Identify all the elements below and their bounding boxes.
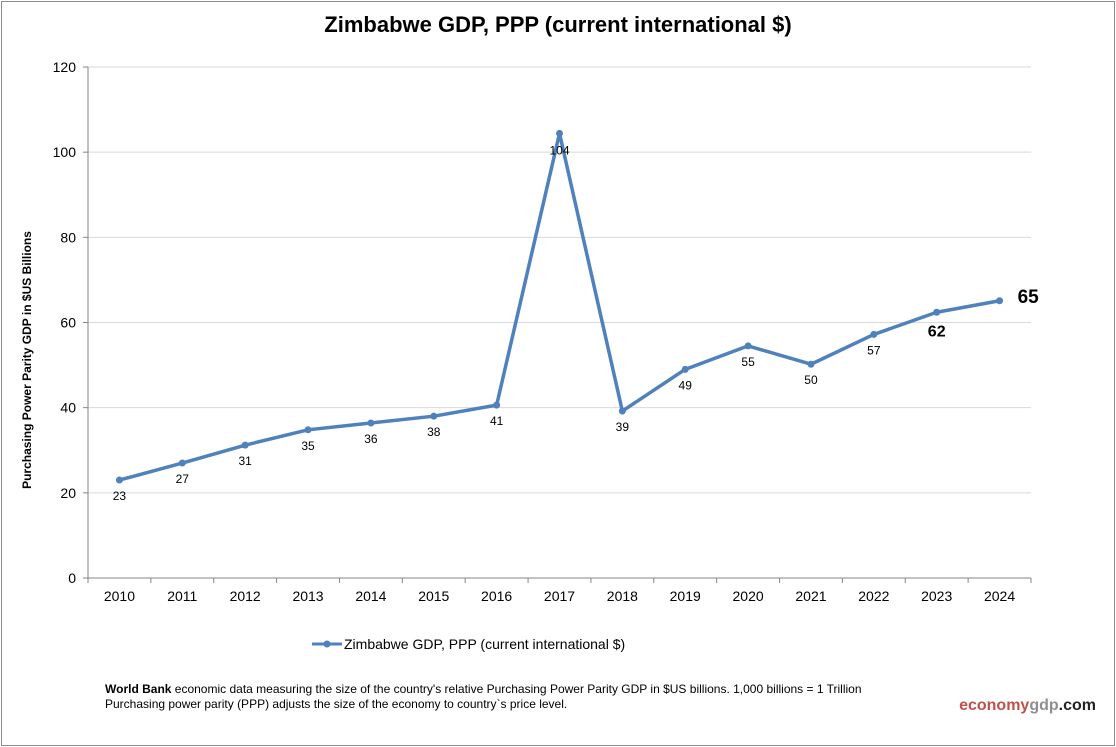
brand-logo[interactable]: economygdp.com: [959, 697, 1096, 715]
data-point: [115, 476, 123, 484]
brand-part-2: gdp: [1029, 697, 1059, 714]
data-label: 27: [176, 472, 190, 486]
y-tick-label: 120: [53, 59, 77, 75]
series-line: [118, 131, 1000, 482]
data-label: 55: [741, 355, 755, 369]
y-tick-label: 80: [60, 229, 76, 245]
footer-line-1: economic data measuring the size of the …: [171, 682, 862, 696]
x-tick-label: 2020: [733, 588, 764, 604]
x-tick-label: 2023: [921, 588, 952, 604]
data-point: [870, 330, 878, 338]
data-label: 104: [549, 143, 569, 157]
footer-line-2: Purchasing power parity (PPP) adjusts th…: [105, 697, 568, 711]
x-tick-label: 2012: [230, 588, 261, 604]
data-label: 65: [1018, 287, 1040, 308]
footer-note: World Bank economic data measuring the s…: [105, 682, 862, 712]
y-tick-label: 0: [68, 570, 76, 586]
data-point: [430, 412, 438, 420]
data-point: [367, 419, 375, 427]
data-point: [304, 426, 312, 434]
legend-swatch: [312, 640, 342, 648]
data-label: 38: [427, 425, 441, 439]
data-point: [556, 129, 563, 137]
data-point: [493, 401, 501, 409]
data-label: 41: [490, 414, 504, 428]
y-tick-label: 20: [60, 485, 76, 501]
data-label: 23: [113, 489, 127, 503]
x-tick-label: 2011: [167, 588, 197, 604]
x-tick-label: 2021: [795, 588, 826, 604]
data-label: 49: [679, 378, 693, 392]
x-tick-label: 2018: [607, 588, 638, 604]
data-label: 35: [301, 439, 315, 453]
data-point: [241, 441, 249, 449]
x-tick-label: 2024: [984, 588, 1015, 604]
x-tick-label: 2015: [418, 588, 449, 604]
data-label: 36: [364, 432, 378, 446]
x-tick-label: 2017: [544, 588, 575, 604]
data-label: 50: [804, 373, 818, 387]
brand-part-3: .com: [1058, 697, 1096, 714]
y-tick-label: 40: [60, 400, 76, 416]
x-tick-label: 2014: [355, 588, 386, 604]
data-point: [618, 407, 626, 415]
legend-label: Zimbabwe GDP, PPP (current international…: [344, 636, 626, 652]
x-tick-label: 2010: [104, 588, 135, 604]
data-label: 31: [238, 454, 252, 468]
data-point: [681, 365, 689, 373]
source-name: World Bank: [105, 682, 172, 696]
data-point: [933, 308, 941, 316]
data-label: 57: [867, 343, 881, 357]
chart-title: Zimbabwe GDP, PPP (current international…: [324, 12, 792, 37]
data-point: [996, 297, 1004, 305]
data-point: [744, 342, 752, 350]
x-tick-label: 2022: [858, 588, 889, 604]
y-tick-label: 100: [53, 144, 77, 160]
data-point: [807, 360, 815, 368]
data-label: 39: [616, 420, 630, 434]
data-point: [178, 459, 186, 467]
data-label: 62: [928, 323, 946, 340]
x-tick-label: 2013: [292, 588, 323, 604]
x-tick-label: 2016: [481, 588, 512, 604]
legend: Zimbabwe GDP, PPP (current international…: [312, 636, 625, 652]
brand-part-1: economy: [959, 697, 1030, 714]
x-tick-label: 2019: [670, 588, 701, 604]
y-tick-label: 60: [60, 315, 76, 331]
